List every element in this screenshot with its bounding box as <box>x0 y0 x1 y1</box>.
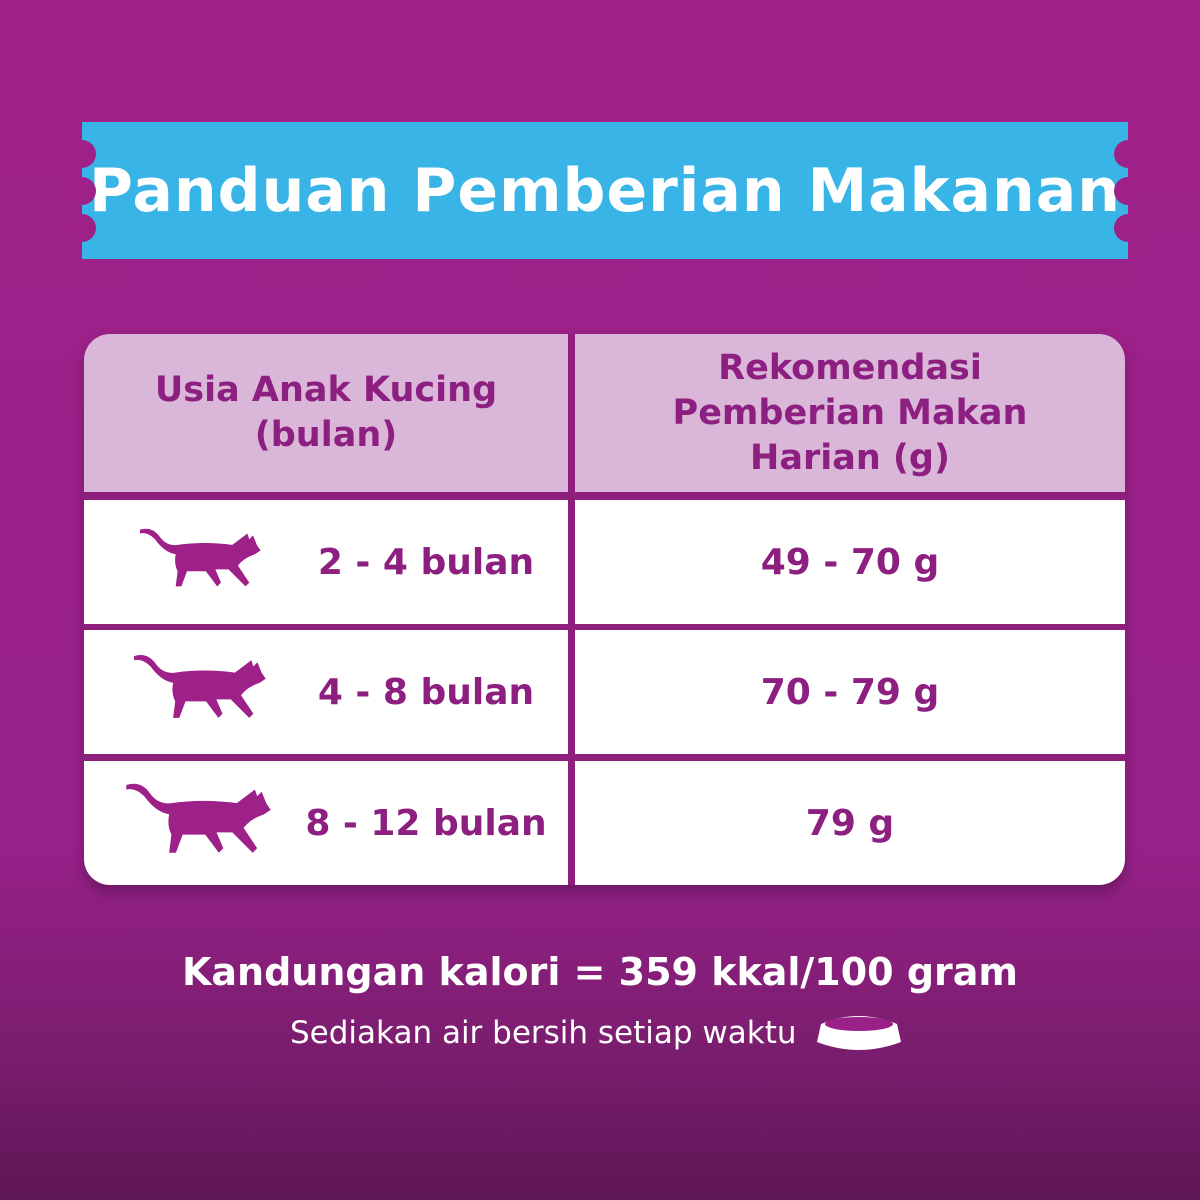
age-text: 4 - 8 bulan <box>317 671 535 713</box>
banner-notch <box>1114 214 1142 242</box>
banner-notch <box>68 177 96 205</box>
title-banner: Panduan Pemberian Makanan <box>68 122 1142 259</box>
age-text: 8 - 12 bulan <box>305 802 547 844</box>
bowl-icon <box>816 1016 901 1050</box>
table-row-amount: 49 - 70 g <box>575 500 1125 624</box>
water-note-text: Sediakan air bersih setiap waktu <box>290 1015 797 1051</box>
table-row-amount: 70 - 79 g <box>575 630 1125 754</box>
cat-icon <box>139 528 261 587</box>
feeding-table: Usia Anak Kucing (bulan) Rekomendasi Pem… <box>84 334 1125 885</box>
table-row-age: 4 - 8 bulan <box>84 630 568 754</box>
banner-notch <box>68 140 96 168</box>
table-row-amount: 79 g <box>575 761 1125 885</box>
cat-icon <box>126 783 271 853</box>
table-row-age: 2 - 4 bulan <box>84 500 568 624</box>
age-text: 2 - 4 bulan <box>317 541 535 583</box>
page-title: Panduan Pemberian Makanan <box>89 155 1121 226</box>
banner-notch <box>1114 177 1142 205</box>
water-note: Sediakan air bersih setiap waktu <box>290 1012 903 1054</box>
header-amount: Rekomendasi Pemberian Makan Harian (g) <box>575 334 1125 492</box>
header-age: Usia Anak Kucing (bulan) <box>84 334 568 492</box>
banner-notch <box>1114 140 1142 168</box>
table-row-age: 8 - 12 bulan <box>84 761 568 885</box>
calorie-text: Kandungan kalori = 359 kkal/100 gram <box>181 950 1019 994</box>
banner-notch <box>68 214 96 242</box>
cat-icon <box>134 654 266 718</box>
